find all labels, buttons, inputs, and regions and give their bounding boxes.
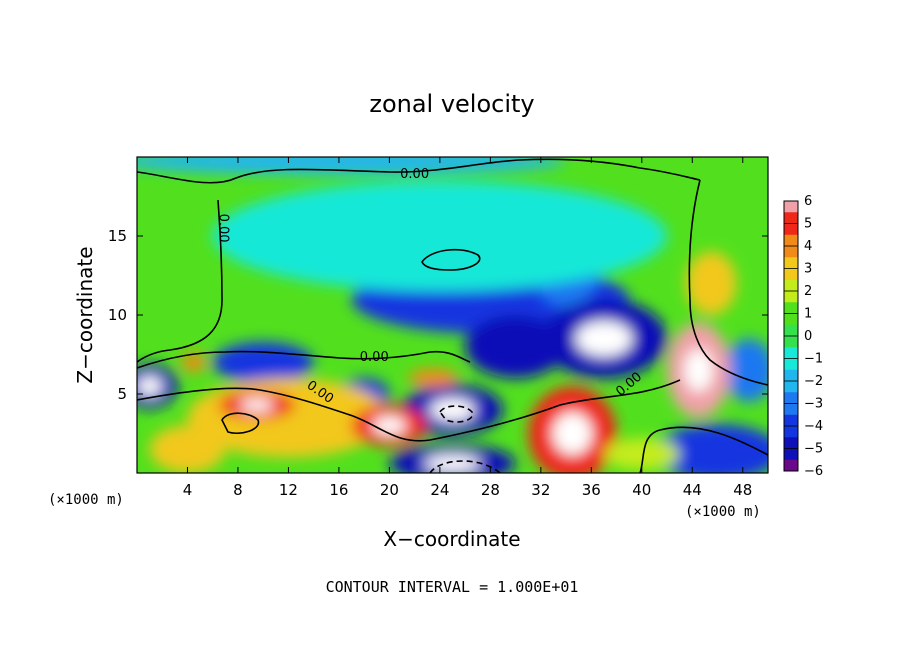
x-tick-label-40: 40 <box>632 481 651 499</box>
field-feature-18 <box>685 251 737 315</box>
colorbar-segment-8 <box>784 291 798 303</box>
field-feature-core-15 <box>372 416 407 435</box>
colorbar-segment-14 <box>784 358 798 371</box>
contour-line-zero-bump <box>421 248 481 271</box>
field-feature-core-7 <box>137 376 163 397</box>
field-feature-core-16 <box>552 412 593 455</box>
field-feature-19 <box>149 425 226 473</box>
x-tick-label-8: 8 <box>233 481 243 499</box>
x-tick-label-48: 48 <box>733 481 752 499</box>
x-tick-label-32: 32 <box>531 481 550 499</box>
contour-layer <box>137 158 768 473</box>
colorbar-segment-10 <box>784 313 798 326</box>
x-tick-label-28: 28 <box>481 481 500 499</box>
colorbar-segment-7 <box>784 279 798 292</box>
colorbar-segment-15 <box>784 369 798 382</box>
y-tick-label-5: 5 <box>117 385 127 403</box>
y-tick-label-15: 15 <box>108 227 127 245</box>
x-tick-label-12: 12 <box>279 481 298 499</box>
contour-line-neg-oval <box>439 405 474 423</box>
field-feature-core-14 <box>239 398 274 412</box>
colorbar-segment-13 <box>784 347 798 359</box>
colorbar-segment-19 <box>784 414 798 427</box>
x-axis-label: X−coordinate <box>383 527 520 551</box>
field-feature-core-17 <box>684 348 713 392</box>
contour-line-neg-bottom <box>429 460 501 473</box>
colorbar-segment-5 <box>784 257 798 269</box>
contour-line-zero-lower <box>639 426 768 473</box>
field-feature-3 <box>465 315 567 379</box>
field-feature-core-9 <box>424 454 481 473</box>
colorbar-label-1: 5 <box>804 217 812 232</box>
colorbar-label-2: 4 <box>804 239 812 254</box>
contour-interval-note: CONTOUR INTERVAL = 1.000E+01 <box>326 578 579 596</box>
contour-line-zero-right <box>688 179 768 386</box>
colorbar-segment-6 <box>784 268 798 281</box>
contour-label-1: 0.00 <box>215 214 230 243</box>
colorbar-label-5: 1 <box>804 307 812 322</box>
colorbar-label-11: −5 <box>804 442 823 457</box>
colorbar-segment-2 <box>784 223 798 236</box>
y-axis-label: Z−coordinate <box>73 246 97 383</box>
x-tick-label-24: 24 <box>430 481 449 499</box>
y-axis-unit: (×1000 m) <box>48 492 124 508</box>
colorbar-label-6: 0 <box>804 329 812 344</box>
field-feature-8 <box>654 424 768 473</box>
colorbar-label-7: −1 <box>804 352 823 367</box>
field-feature-core-5 <box>429 398 476 422</box>
x-tick-label-16: 16 <box>329 481 348 499</box>
field-feature-21 <box>408 368 459 388</box>
contour-line-zero-low <box>137 379 681 442</box>
contour-label-2: 0.00 <box>360 350 389 365</box>
x-tick-label-20: 20 <box>380 481 399 499</box>
colorbar-segment-3 <box>784 234 798 247</box>
contour-line-zero-left <box>137 199 223 363</box>
x-tick-label-44: 44 <box>683 481 702 499</box>
colorbar-segment-20 <box>784 426 798 438</box>
x-axis: 4 8 12 16 20 24 28 32 36 40 44 48 <box>183 157 752 499</box>
colorbar-segment-11 <box>784 324 798 337</box>
field-feature-4 <box>212 341 314 383</box>
chart-title: zonal velocity <box>369 90 534 118</box>
colorbar-segment-0 <box>784 201 798 213</box>
colorbar: 6 5 4 3 2 1 0 −1 −2 −3 −4 −5 −6 <box>783 194 823 479</box>
colorbar-label-0: 6 <box>804 194 812 209</box>
contour-label-0: 0.00 <box>400 167 429 182</box>
colorbar-segment-12 <box>784 336 798 348</box>
colorbar-label-12: −6 <box>804 464 823 479</box>
colorbar-segment-16 <box>784 381 798 393</box>
contour-line-zero-pocket <box>221 412 260 435</box>
colorbar-segment-18 <box>784 403 798 416</box>
x-tick-label-36: 36 <box>582 481 601 499</box>
colorbar-label-4: 2 <box>804 284 812 299</box>
y-axis: 5 10 15 <box>108 227 768 403</box>
contour-line-zero-top <box>137 158 701 184</box>
colorbar-segment-22 <box>784 448 798 461</box>
field-feature-22 <box>603 438 680 470</box>
y-tick-label-10: 10 <box>108 306 127 324</box>
colorbar-segment-21 <box>784 437 798 449</box>
colorbar-label-9: −3 <box>804 397 823 412</box>
plot-area: 0.000.000.000.00 0.00 <box>137 157 768 473</box>
colorbar-segment-9 <box>784 302 798 314</box>
colorbar-label-8: −2 <box>804 374 823 389</box>
field-feature-11 <box>212 180 668 292</box>
contour-line-zero-mid <box>137 350 471 369</box>
field-feature-core-2 <box>575 320 633 357</box>
colorbar-segment-1 <box>784 212 798 224</box>
field-feature-10 <box>723 338 768 402</box>
colorbar-label-3: 3 <box>804 262 812 277</box>
colorbar-label-10: −4 <box>804 419 823 434</box>
x-axis-unit: (×1000 m) <box>685 504 761 520</box>
colorbar-segment-4 <box>784 246 798 258</box>
field-feature-12 <box>137 157 567 175</box>
x-tick-label-4: 4 <box>183 481 193 499</box>
field-feature-20 <box>181 352 207 372</box>
field-layer <box>137 157 768 473</box>
colorbar-segment-17 <box>784 392 798 404</box>
colorbar-segment-23 <box>784 459 798 472</box>
